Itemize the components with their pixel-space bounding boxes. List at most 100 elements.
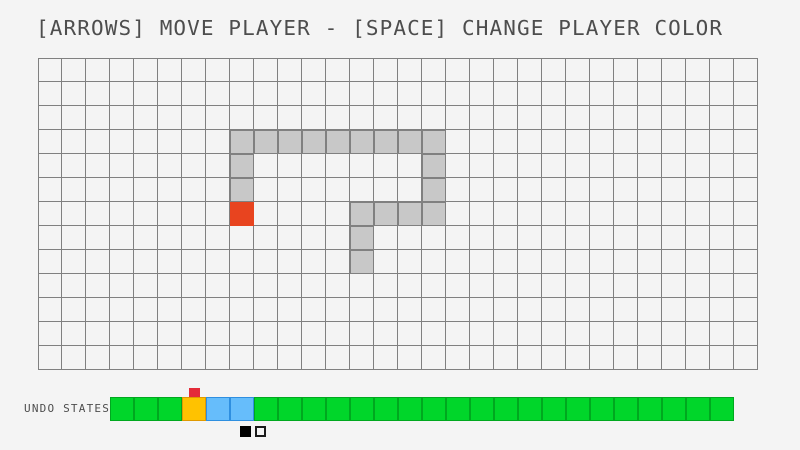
grid-cell[interactable] [470,226,494,250]
grid-cell[interactable] [494,58,518,82]
grid-cell[interactable] [110,202,134,226]
grid-cell[interactable] [422,274,446,298]
grid-cell[interactable] [326,106,350,130]
grid-cell[interactable] [134,58,158,82]
grid-cell[interactable] [206,298,230,322]
grid-cell[interactable] [710,346,734,370]
grid-cell[interactable] [518,58,542,82]
grid-cell[interactable] [278,178,302,202]
grid-cell[interactable] [422,298,446,322]
grid-cell[interactable] [302,82,326,106]
grid-cell[interactable] [350,298,374,322]
grid-cell[interactable] [110,346,134,370]
grid-cell[interactable] [662,106,686,130]
grid-cell[interactable] [710,130,734,154]
grid-cell[interactable] [302,298,326,322]
grid-cell[interactable] [350,178,374,202]
grid-cell[interactable] [206,58,230,82]
grid-cell[interactable] [734,346,758,370]
grid-cell[interactable] [710,298,734,322]
grid-cell[interactable] [134,322,158,346]
grid-cell[interactable] [38,154,62,178]
grid-cell[interactable] [638,82,662,106]
grid-cell[interactable] [326,82,350,106]
grid-cell[interactable] [182,298,206,322]
undo-state-cell[interactable] [230,397,254,421]
grid-cell[interactable] [86,274,110,298]
grid-cell[interactable] [206,202,230,226]
grid-cell[interactable] [710,82,734,106]
grid-cell[interactable] [686,274,710,298]
grid-cell[interactable] [662,202,686,226]
grid-cell[interactable] [638,346,662,370]
grid-cell[interactable] [374,106,398,130]
grid-cell[interactable] [326,154,350,178]
grid-cell[interactable] [158,130,182,154]
grid-cell[interactable] [62,202,86,226]
grid-cell[interactable] [398,322,422,346]
grid-cell[interactable] [614,130,638,154]
grid-cell[interactable] [710,154,734,178]
grid-cell[interactable] [302,106,326,130]
grid-cell[interactable] [686,202,710,226]
grid-cell[interactable] [566,178,590,202]
grid-cell[interactable] [350,154,374,178]
grid-cell[interactable] [470,178,494,202]
grid-cell[interactable] [422,58,446,82]
grid-cell[interactable] [38,202,62,226]
undo-state-cell[interactable] [374,397,398,421]
undo-state-cell[interactable] [278,397,302,421]
grid-cell[interactable] [614,322,638,346]
grid-cell[interactable] [398,58,422,82]
grid-cell[interactable] [494,154,518,178]
undo-state-cell[interactable] [470,397,494,421]
grid-cell[interactable] [278,58,302,82]
grid-cell[interactable] [398,346,422,370]
grid-cell[interactable] [542,130,566,154]
grid-cell[interactable] [326,178,350,202]
grid-cell[interactable] [614,106,638,130]
grid-cell[interactable] [590,58,614,82]
grid-cell[interactable] [494,178,518,202]
grid-cell[interactable] [350,58,374,82]
grid-cell[interactable] [86,346,110,370]
grid-cell[interactable] [446,274,470,298]
grid-cell[interactable] [182,250,206,274]
grid-cell[interactable] [278,202,302,226]
grid-cell[interactable] [566,346,590,370]
undo-state-cell[interactable] [158,397,182,421]
grid-cell[interactable] [662,274,686,298]
undo-state-cell[interactable] [542,397,566,421]
grid-cell[interactable] [494,82,518,106]
grid-cell[interactable] [62,226,86,250]
grid-cell[interactable] [230,226,254,250]
grid-cell[interactable] [110,106,134,130]
grid-cell[interactable] [374,274,398,298]
grid-cell[interactable] [182,274,206,298]
grid-cell[interactable] [542,298,566,322]
grid-cell[interactable] [734,250,758,274]
grid-cell[interactable] [662,58,686,82]
grid-cell[interactable] [734,82,758,106]
grid-cell[interactable] [158,226,182,250]
grid-cell[interactable] [542,82,566,106]
grid-cell[interactable] [350,274,374,298]
grid-cell[interactable] [302,178,326,202]
grid-cell[interactable] [38,226,62,250]
grid-cell[interactable] [470,322,494,346]
grid-cell[interactable] [470,106,494,130]
grid-cell[interactable] [62,274,86,298]
grid-cell[interactable] [614,250,638,274]
grid-cell[interactable] [494,226,518,250]
grid-cell[interactable] [230,322,254,346]
grid-cell[interactable] [518,154,542,178]
grid-cell[interactable] [38,58,62,82]
grid-cell[interactable] [254,322,278,346]
grid-cell[interactable] [662,250,686,274]
grid-cell[interactable] [614,154,638,178]
grid-cell[interactable] [86,130,110,154]
grid-cell[interactable] [230,58,254,82]
undo-state-cell[interactable] [590,397,614,421]
grid-cell[interactable] [638,202,662,226]
grid-cell[interactable] [302,346,326,370]
